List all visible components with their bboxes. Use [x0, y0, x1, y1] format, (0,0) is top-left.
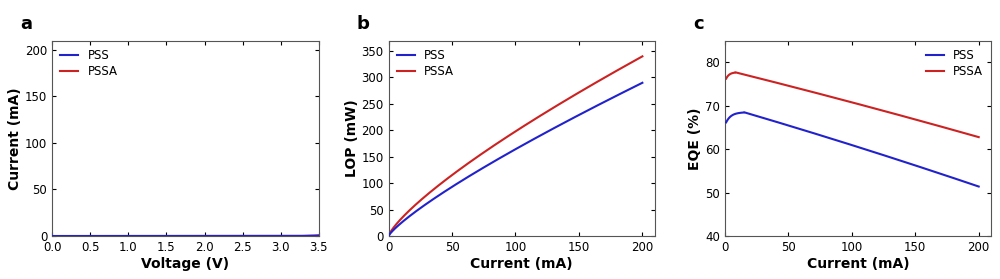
Y-axis label: LOP (mW): LOP (mW) — [345, 99, 359, 177]
Line: PSSA: PSSA — [726, 72, 979, 137]
PSS — [485, 162, 497, 165]
PSS — [313, 234, 325, 237]
Legend: PSS, PSSA: PSS, PSSA — [58, 46, 120, 81]
PSS — [494, 156, 506, 160]
PSS — [169, 234, 181, 238]
Text: a: a — [20, 15, 32, 33]
PSS — [832, 139, 844, 142]
PSS — [894, 159, 906, 162]
PSS — [823, 136, 835, 140]
PSS — [636, 81, 648, 85]
X-axis label: Current (mA): Current (mA) — [470, 257, 573, 271]
Line: PSSA: PSSA — [52, 235, 319, 236]
PSS — [917, 166, 929, 170]
PSSA — [305, 234, 317, 237]
PSS — [720, 121, 732, 124]
PSSA — [832, 97, 844, 100]
PSSA — [585, 84, 597, 87]
PSS — [383, 234, 395, 238]
Line: PSSA: PSSA — [389, 56, 642, 236]
PSS — [738, 110, 750, 114]
PSSA — [169, 234, 181, 238]
PSSA — [823, 95, 835, 98]
PSS — [256, 234, 268, 238]
PSSA — [746, 75, 758, 78]
PSSA — [46, 234, 58, 238]
PSSA — [176, 234, 188, 238]
PSS — [557, 122, 569, 125]
X-axis label: Current (mA): Current (mA) — [807, 257, 909, 271]
PSS — [46, 234, 58, 238]
Line: PSS: PSS — [726, 112, 979, 187]
Text: b: b — [357, 15, 369, 33]
PSS — [580, 109, 592, 113]
PSSA — [305, 234, 317, 237]
PSS — [746, 113, 758, 116]
X-axis label: Voltage (V): Voltage (V) — [141, 257, 230, 271]
PSSA — [894, 114, 906, 117]
PSS — [973, 185, 985, 188]
PSSA — [485, 146, 497, 149]
PSSA — [729, 71, 741, 74]
Legend: PSS, PSSA: PSS, PSSA — [394, 46, 456, 81]
PSSA — [313, 234, 325, 237]
PSS — [60, 234, 72, 238]
PSSA — [60, 234, 72, 238]
PSS — [922, 168, 934, 171]
Y-axis label: EQE (%): EQE (%) — [688, 107, 702, 170]
PSSA — [408, 204, 420, 207]
PSSA — [917, 120, 929, 123]
PSS — [585, 107, 597, 110]
PSS — [176, 234, 188, 238]
PSS — [408, 211, 420, 214]
Line: PSS: PSS — [52, 235, 319, 236]
PSSA — [557, 100, 569, 104]
PSSA — [256, 234, 268, 238]
PSSA — [383, 234, 395, 238]
Text: c: c — [693, 15, 704, 33]
PSSA — [580, 86, 592, 90]
PSSA — [636, 55, 648, 58]
Y-axis label: Current (mA): Current (mA) — [8, 87, 22, 189]
PSSA — [973, 135, 985, 139]
PSS — [305, 234, 317, 237]
PSSA — [494, 140, 506, 143]
Line: PSS: PSS — [389, 83, 642, 236]
Legend: PSS, PSSA: PSS, PSSA — [924, 46, 985, 81]
PSSA — [720, 77, 732, 80]
PSS — [305, 234, 317, 237]
PSSA — [922, 121, 934, 125]
